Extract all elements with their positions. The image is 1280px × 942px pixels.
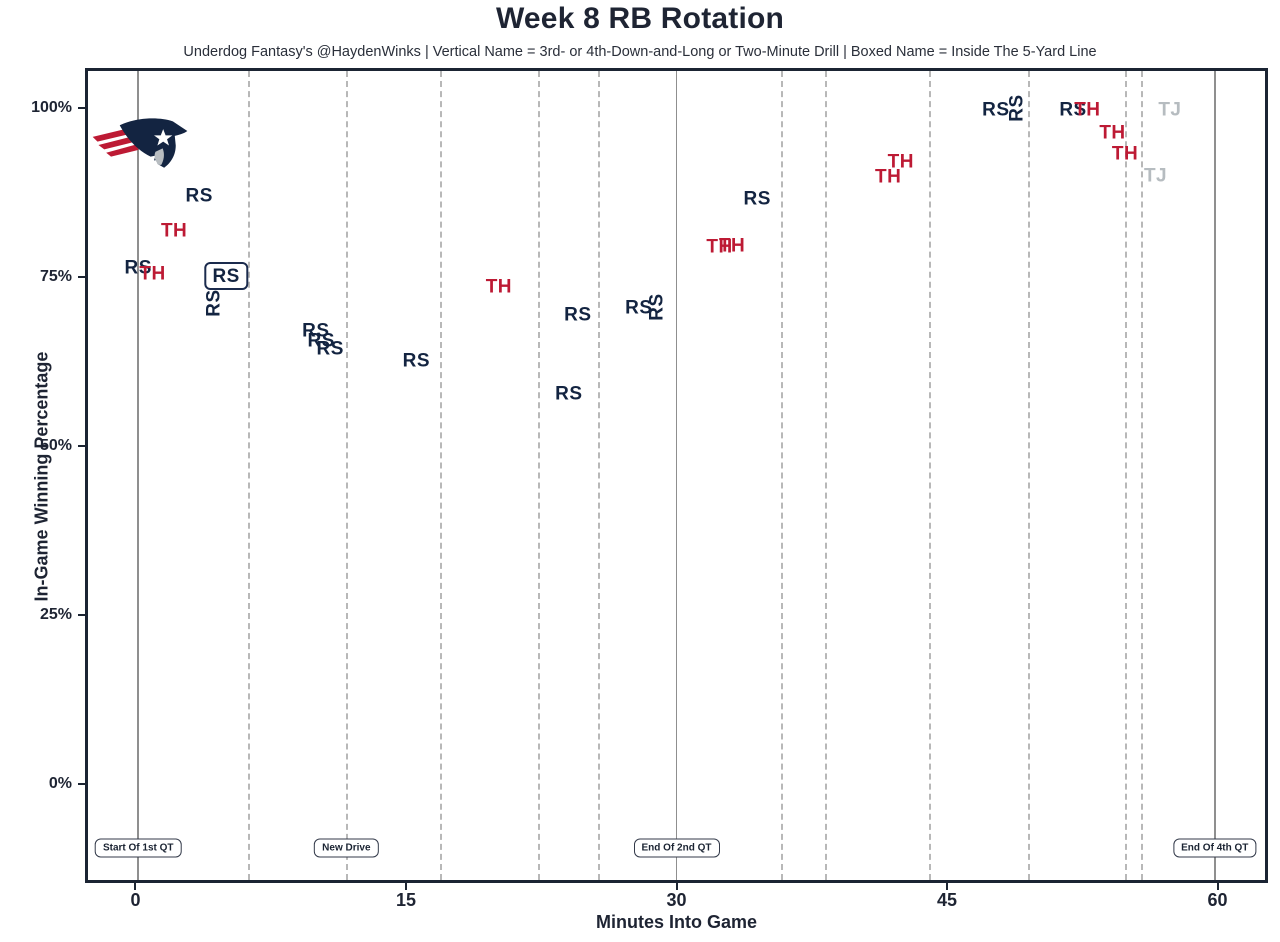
point-label-th: TH xyxy=(139,263,166,285)
x-tick-mark xyxy=(946,883,948,890)
y-tick-label: 0% xyxy=(48,775,72,793)
y-axis-title: In-Game Winning Percentage xyxy=(31,351,52,602)
new-drive-gridline xyxy=(825,71,828,880)
patriots-logo-icon xyxy=(92,118,189,175)
y-tick-mark xyxy=(78,783,85,786)
point-label-rs: RS xyxy=(564,304,592,326)
point-label-rs: RS xyxy=(743,188,771,210)
new-drive-gridline xyxy=(597,71,600,880)
new-drive-gridline xyxy=(780,71,783,880)
point-label-rs: RS xyxy=(1006,94,1028,122)
quarter-gridline xyxy=(675,71,678,880)
point-label-rs: RS xyxy=(625,297,653,319)
point-label-rs: RS xyxy=(555,383,583,405)
y-tick-label: 50% xyxy=(39,437,72,455)
new-drive-gridline xyxy=(1125,71,1128,880)
point-label-rs: RS xyxy=(402,350,431,372)
x-tick-label: 15 xyxy=(395,890,416,910)
chart-subtitle: Underdog Fantasy's @HaydenWinks | Vertic… xyxy=(183,44,1097,60)
point-label-rs: RS xyxy=(204,261,248,290)
new-drive-gridline xyxy=(1141,71,1144,880)
point-label-rs: RS xyxy=(982,99,1010,121)
new-drive-gridline xyxy=(346,71,349,880)
annotation-end-of-2nd-qt: End Of 2nd QT xyxy=(633,838,720,858)
x-tick-mark xyxy=(675,883,678,890)
y-tick-mark xyxy=(78,275,85,278)
annotation-end-of-4th-qt: End Of 4th QT xyxy=(1173,838,1257,858)
point-label-tj: TJ xyxy=(1158,99,1182,121)
quarter-gridline xyxy=(1214,71,1216,880)
y-tick-label: 75% xyxy=(39,267,72,285)
point-label-th: TH xyxy=(706,236,733,258)
page-title: Week 8 RB Rotation xyxy=(495,2,785,35)
x-tick-mark xyxy=(134,883,137,890)
x-tick-mark xyxy=(1216,883,1219,890)
x-axis-title: Minutes Into Game xyxy=(595,912,757,932)
new-drive-gridline xyxy=(247,71,250,880)
y-tick-mark xyxy=(78,614,85,617)
x-tick-label: 30 xyxy=(666,890,687,910)
annotation-start-of-1st-qt: Start Of 1st QT xyxy=(94,838,182,858)
point-label-th: TH xyxy=(1099,122,1126,144)
x-tick-label: 45 xyxy=(936,890,958,910)
patriots-flying-elvis-icon xyxy=(92,118,188,168)
point-label-rs: RS xyxy=(646,292,668,321)
point-label-th: TH xyxy=(1111,143,1139,165)
point-label-th: TH xyxy=(1074,99,1101,121)
quarter-gridline xyxy=(137,71,139,880)
point-label-rs: RS xyxy=(185,185,213,207)
point-label-th: TH xyxy=(718,235,746,257)
point-label-rs: RS xyxy=(1059,99,1087,121)
point-label-th: TH xyxy=(485,276,513,298)
new-drive-gridline xyxy=(1028,71,1031,880)
point-label-tj: TJ xyxy=(1143,165,1168,187)
point-label-rs: RS xyxy=(302,320,330,342)
point-label-rs: RS xyxy=(316,338,344,360)
point-label-th: TH xyxy=(160,220,188,242)
y-tick-mark xyxy=(78,106,85,109)
point-label-th: TH xyxy=(887,151,914,173)
point-label-rs: RS xyxy=(124,257,152,279)
new-drive-gridline xyxy=(538,71,541,880)
plot-area: RS TH RS TH RS RS RS RS RS RS TH RS RS RS RS TH TH RS TH TH… xyxy=(85,68,1268,883)
point-label-rs: RS xyxy=(307,330,335,352)
x-tick-label: 60 xyxy=(1207,890,1228,910)
annotation-new-drive: New Drive xyxy=(314,838,379,858)
x-tick-mark xyxy=(404,883,407,890)
y-tick-mark xyxy=(78,445,85,448)
point-label-rs: RS xyxy=(203,288,225,317)
x-tick-label: 0 xyxy=(130,890,141,910)
y-tick-label: 25% xyxy=(39,606,72,624)
new-drive-gridline xyxy=(929,71,932,880)
point-label-th: TH xyxy=(875,166,902,188)
new-drive-gridline xyxy=(439,71,442,880)
y-tick-label: 100% xyxy=(31,98,72,116)
